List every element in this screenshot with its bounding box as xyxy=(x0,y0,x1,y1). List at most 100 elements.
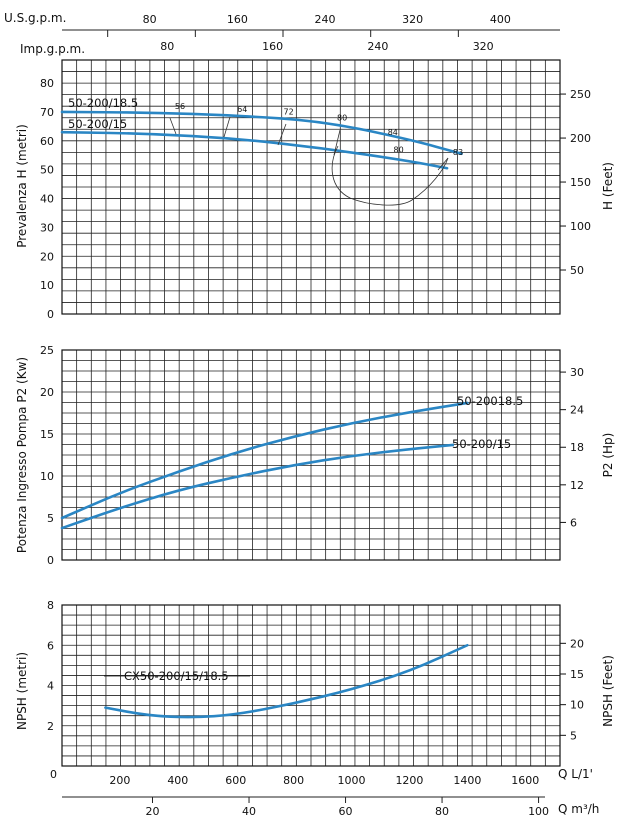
series-line xyxy=(60,110,463,156)
efficiency-label: 64 xyxy=(237,105,247,114)
ytick-label: 2 xyxy=(47,720,54,733)
ytick-label: 6 xyxy=(47,639,54,652)
ytick-label: 0 xyxy=(47,308,54,321)
ytick-label: 70 xyxy=(40,106,54,119)
ytick-label: 20 xyxy=(40,386,54,399)
ytick-label: 80 xyxy=(40,77,54,90)
ytick-label: 20 xyxy=(40,250,54,263)
efficiency-label: 83 xyxy=(453,148,463,157)
series-line xyxy=(60,401,469,520)
impgpm-axis-label: Imp.g.p.m. xyxy=(20,42,85,56)
efficiency-label: 80 xyxy=(337,114,347,123)
m3h-tick-label: 40 xyxy=(242,805,256,818)
ytick-right-label: 5 xyxy=(570,729,577,742)
ytick-right-label: 50 xyxy=(570,264,584,277)
panel-frame xyxy=(61,604,561,767)
impgpm-tick-label: 240 xyxy=(367,40,388,53)
ytick-label: 0 xyxy=(47,554,54,567)
m3h-tick-label: 100 xyxy=(528,805,549,818)
ytick-label: 50 xyxy=(40,164,54,177)
npsh-ylabel: NPSH (metri) xyxy=(15,652,29,730)
efficiency-label: 72 xyxy=(283,108,293,117)
impgpm-ticks: 80 160 240 320 xyxy=(160,40,493,53)
lmin-tick-label: 1400 xyxy=(453,774,481,787)
grid xyxy=(61,349,561,561)
efficiency-line xyxy=(169,117,177,135)
ytick-right-label: 250 xyxy=(570,88,591,101)
efficiency-line xyxy=(223,116,231,138)
lmin-tick-label: 1200 xyxy=(395,774,423,787)
series-line xyxy=(60,130,449,170)
usgpm-tick-label: 400 xyxy=(490,13,511,26)
efficiency-label: 84 xyxy=(388,128,398,137)
usgpm-tick-label: 80 xyxy=(143,13,157,26)
series-line xyxy=(104,643,469,719)
ytick-label: 30 xyxy=(40,221,54,234)
series-label: 50-20018.5 xyxy=(457,394,523,408)
ytick-right-label: 15 xyxy=(570,668,584,681)
m3h-tick-label: 60 xyxy=(339,805,353,818)
ytick-label: 15 xyxy=(40,428,54,441)
efficiency-line xyxy=(333,129,341,156)
series-label: 50-200/15 xyxy=(452,437,511,451)
ytick-right-label: 24 xyxy=(570,404,584,417)
ytick-label: 40 xyxy=(40,193,54,206)
lmin-tick-label: 200 xyxy=(109,774,130,787)
efficiency-label: 56 xyxy=(175,102,185,111)
lmin-tick-label: 800 xyxy=(283,774,304,787)
efficiency-loop xyxy=(331,145,449,206)
lmin-tick-label: 600 xyxy=(225,774,246,787)
series-line xyxy=(60,443,455,530)
ytick-right-label: 200 xyxy=(570,132,591,145)
ytick-right-label: 18 xyxy=(570,441,584,454)
panel-frame xyxy=(61,59,561,315)
panel-frame xyxy=(61,349,561,561)
usgpm-ticks: 80 160 240 320 400 xyxy=(107,13,511,37)
power-ylabel-right: P2 (Hp) xyxy=(601,433,615,478)
m3h-ticks: 20 40 60 80 100 xyxy=(146,797,549,818)
lmin-tick-label: 400 xyxy=(167,774,188,787)
grid xyxy=(61,604,561,767)
impgpm-tick-label: 160 xyxy=(262,40,283,53)
lmin-tick-label: 1000 xyxy=(338,774,366,787)
lmin-axis-label: Q L/1' xyxy=(558,767,593,781)
usgpm-tick-label: 160 xyxy=(227,13,248,26)
ytick-right-label: 6 xyxy=(570,516,577,529)
impgpm-tick-label: 320 xyxy=(473,40,494,53)
power-panel: 0 5 10 15 20 25 6 12 18 24 30 50-20018.5 50-200/15 xyxy=(40,344,584,567)
ytick-label: 25 xyxy=(40,344,54,357)
ytick-label: 10 xyxy=(40,470,54,483)
series-label: 50-200/15 xyxy=(68,117,127,131)
lmin-ticks: 200 400 600 800 1000 1200 1400 1600 xyxy=(109,774,539,787)
lmin-tick-label: 1600 xyxy=(511,774,539,787)
m3h-tick-label: 20 xyxy=(146,805,160,818)
head-ylabel: Prevalenza H (metri) xyxy=(15,124,29,248)
m3h-axis-label: Q m³/h xyxy=(558,802,599,816)
ytick-label: 4 xyxy=(47,680,54,693)
ytick-label: 60 xyxy=(40,135,54,148)
impgpm-tick-label: 80 xyxy=(160,40,174,53)
m3h-tick-label: 80 xyxy=(435,805,449,818)
ytick-label: 8 xyxy=(47,599,54,612)
head-panel: 0 10 20 30 40 50 60 70 80 50 100 150 200 250 50-200/18… xyxy=(40,59,591,321)
npsh-ylabel-right: NPSH (Feet) xyxy=(601,655,615,727)
usgpm-axis-label: U.S.g.p.m. xyxy=(4,11,66,25)
usgpm-tick-label: 320 xyxy=(402,13,423,26)
efficiency-line xyxy=(437,157,449,171)
ytick-label: 10 xyxy=(40,279,54,292)
ytick-right-label: 20 xyxy=(570,637,584,650)
ytick-right-label: 100 xyxy=(570,220,591,233)
efficiency-label: 80 xyxy=(394,145,404,154)
series-label: 50-200/18.5 xyxy=(68,96,138,110)
ytick-right-label: 10 xyxy=(570,699,584,712)
ytick-right-label: 150 xyxy=(570,176,591,189)
lmin-origin-label: 0 xyxy=(50,768,57,781)
head-ylabel-right: H (Feet) xyxy=(601,162,615,210)
ytick-right-label: 30 xyxy=(570,366,584,379)
usgpm-tick-label: 240 xyxy=(315,13,336,26)
ytick-label: 5 xyxy=(47,512,54,525)
power-ylabel: Potenza Ingresso Pompa P2 (Kw) xyxy=(15,357,29,553)
